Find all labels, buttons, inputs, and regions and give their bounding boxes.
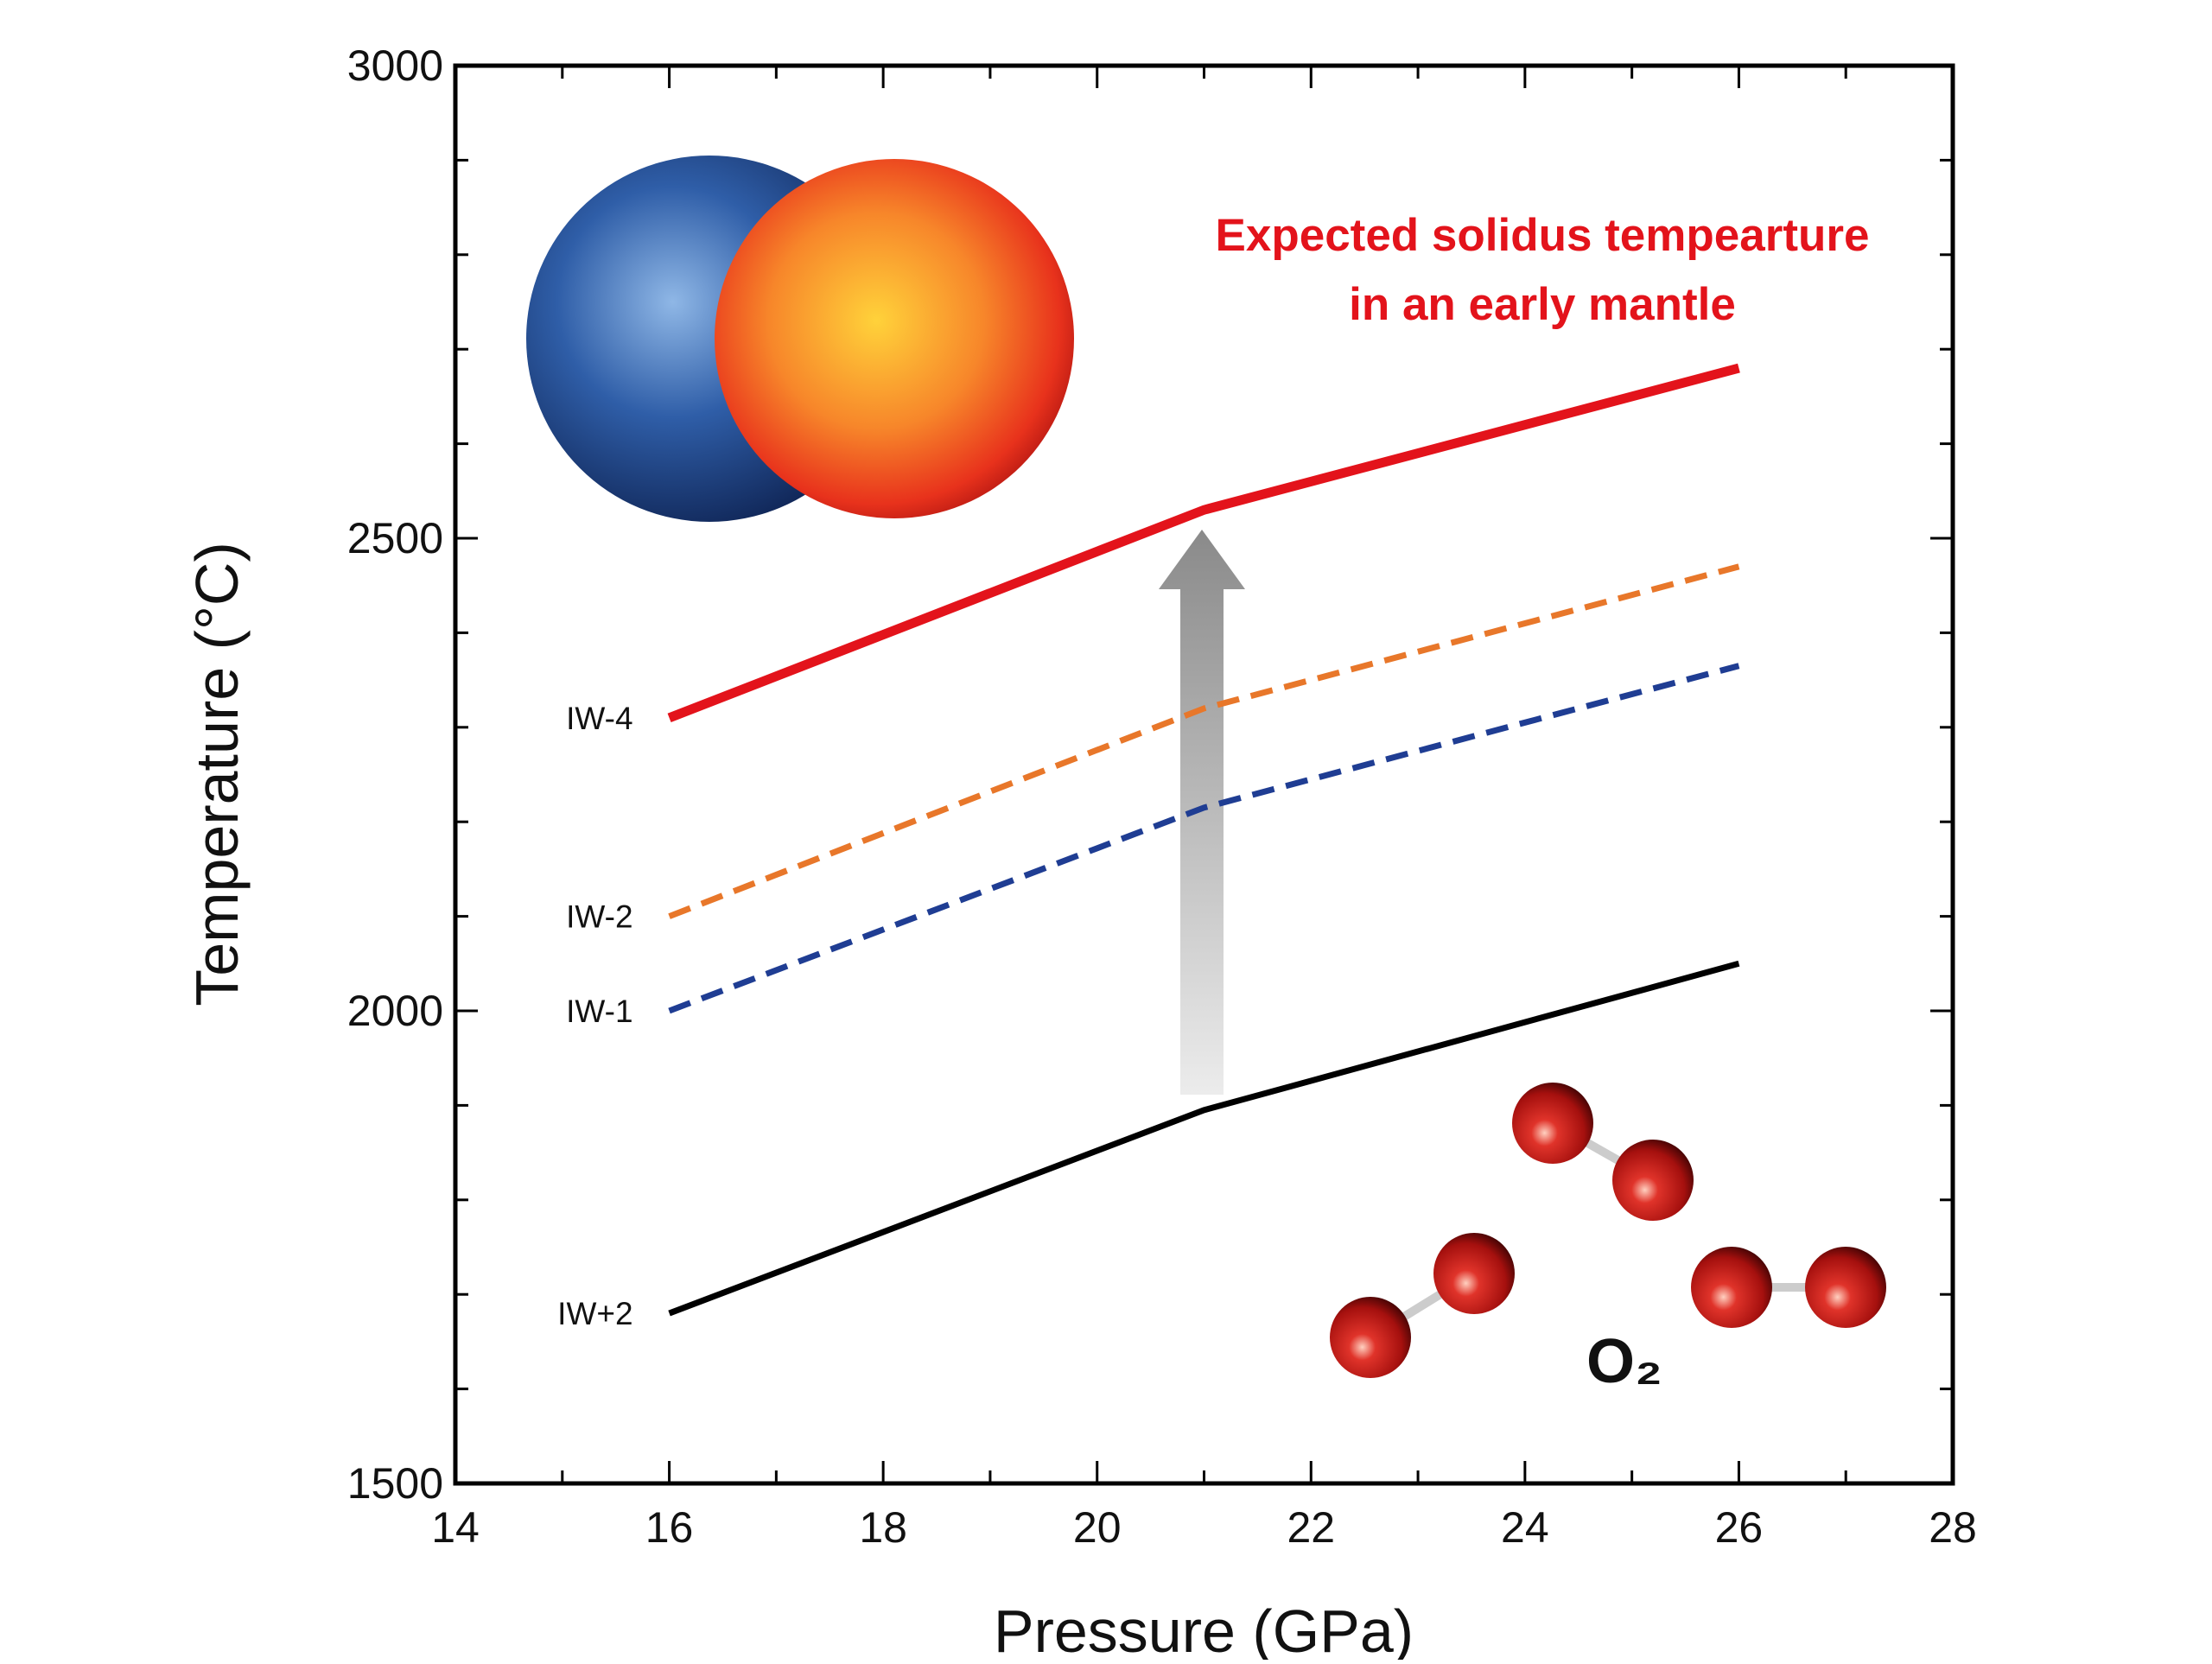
x-tick-label: 20 [1073, 1503, 1122, 1552]
series-line [668, 960, 1740, 1317]
series-line [667, 363, 1740, 722]
series-label: IW+2 [557, 1296, 632, 1331]
o2-molecules [1330, 1083, 1886, 1378]
x-tick-label: 28 [1929, 1503, 1977, 1552]
illustration [526, 156, 1886, 1378]
annotation: Expected solidus tempearture [1216, 210, 1870, 261]
molecule-label: O₂ [1586, 1327, 1662, 1396]
series-line [668, 663, 1740, 1014]
x-tick-label: 26 [1715, 1503, 1764, 1552]
x-tick-label: 18 [859, 1503, 907, 1552]
y-tick-label: 2500 [347, 514, 443, 562]
series-label: IW-1 [566, 994, 632, 1029]
x-tick-label: 16 [645, 1503, 694, 1552]
x-tick-label: 22 [1287, 1503, 1335, 1552]
annotation: in an early mantle [1349, 279, 1736, 330]
y-tick-label: 3000 [347, 41, 443, 90]
x-tick-label: 14 [431, 1503, 480, 1552]
y-tick-label: 1500 [347, 1459, 443, 1508]
shift-arrow [1159, 530, 1245, 1095]
plot-frame [453, 63, 1955, 1486]
series-line [668, 563, 1740, 919]
y-tick-label: 2000 [347, 987, 443, 1035]
y-axis-title: Temperature (°C) [183, 542, 251, 1007]
x-axis-title: Pressure (GPa) [994, 1597, 1414, 1660]
series-label: IW-4 [566, 701, 632, 736]
series-label: IW-2 [566, 899, 632, 935]
molten-earth-image [715, 159, 1074, 518]
x-tick-label: 24 [1501, 1503, 1549, 1552]
